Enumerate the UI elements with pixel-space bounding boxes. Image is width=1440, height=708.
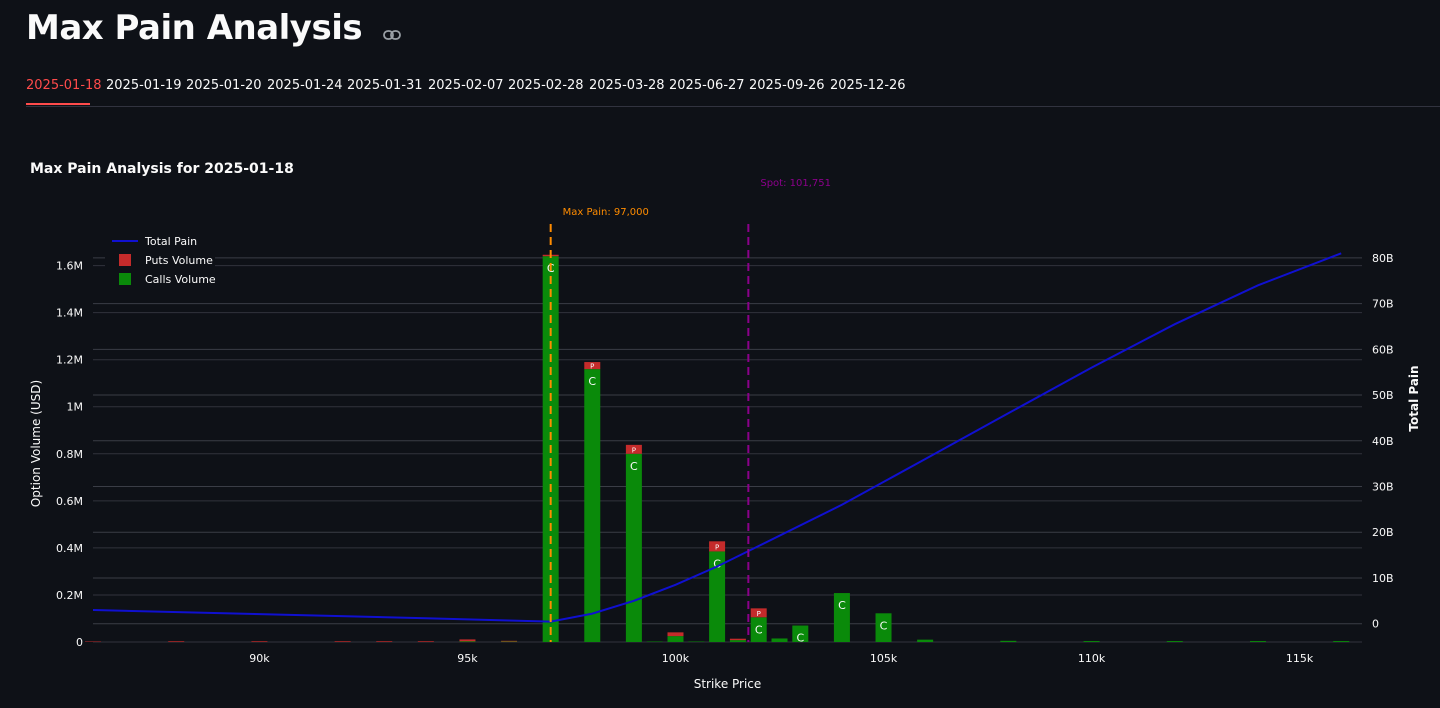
y2-tick-label: 10B [1372,572,1394,585]
puts-bar [168,641,184,642]
tab-2025-02-07[interactable]: 2025-02-07 [428,78,504,93]
x-tick-label: 105k [870,652,898,665]
puts-bar [730,639,746,640]
tab-2025-01-18[interactable]: 2025-01-18 [26,78,102,93]
tab-bar: 2025-01-18 2025-01-19 2025-01-20 2025-01… [26,70,1440,107]
max-pain-chart: Max Pain Analysis for 2025-01-18 0 10B 20B 3… [0,140,1440,703]
y-tick-label: 1.2M [56,354,83,367]
x-tick-label: 95k [457,652,478,665]
calls-bar [730,640,746,642]
puts-bar-label: P [590,363,594,371]
puts-bar-label: P [757,610,761,618]
calls-bar [917,640,933,642]
calls-bar-label: C [630,460,638,473]
y2-tick-label: 30B [1372,481,1394,494]
puts-bar [667,632,683,636]
puts-bar [376,641,392,642]
y-tick-label: 1.4M [56,307,83,320]
puts-bar [251,641,267,642]
y2-tick-label: 20B [1372,526,1394,539]
y2-tick-label: 0 [1372,618,1379,631]
calls-bar [1167,641,1183,642]
y-axis-label: Option Volume (USD) [29,380,43,507]
x-axis-label: Strike Price [694,677,762,691]
x-tick-label: 90k [249,652,270,665]
link-icon[interactable] [383,10,401,50]
calls-bar [626,454,642,642]
calls-bar-label: C [796,632,804,645]
chart-svg: Max Pain Analysis for 2025-01-18 0 10B 20B 3… [0,140,1440,703]
page-title: Max Pain Analysis [26,8,401,50]
calls-bar-label: C [588,375,596,388]
spot-label: Spot: 101,751 [760,178,831,189]
y2-tick-label: 80B [1372,252,1394,265]
calls-bar-label: C [755,623,763,636]
y-tick-label: 0.8M [56,448,83,461]
puts-bar-label: P [715,543,719,551]
chart-title: Max Pain Analysis for 2025-01-18 [30,161,294,177]
y-tick-label: 1.6M [56,260,83,273]
tab-2025-02-28[interactable]: 2025-02-28 [508,78,584,93]
y2-axis-label: Total Pain [1407,365,1421,431]
calls-bar [772,638,788,642]
puts-bar [418,641,434,642]
y-tick-label: 0.6M [56,495,83,508]
x-tick-label: 100k [662,652,690,665]
calls-bar [584,369,600,642]
calls-bar [1084,641,1100,642]
puts-bar [501,641,517,642]
y-tick-label: 0 [76,636,83,649]
legend-calls-swatch [119,273,131,285]
puts-bar [459,639,475,641]
legend-calls-label: Calls Volume [145,273,216,286]
tab-2025-01-20[interactable]: 2025-01-20 [186,78,262,93]
x-tick-label: 110k [1078,652,1106,665]
puts-bar-label: P [632,446,636,454]
legend-total-pain-label: Total Pain [144,235,197,248]
y-tick-label: 1M [67,401,84,414]
tab-2025-01-24[interactable]: 2025-01-24 [267,78,343,93]
x-tick-label: 115k [1286,652,1314,665]
calls-bar [1000,641,1016,642]
y2-tick-label: 40B [1372,435,1394,448]
puts-bar [335,641,351,642]
tab-2025-12-26[interactable]: 2025-12-26 [830,78,906,93]
active-tab-indicator [26,103,90,105]
y2-tick-label: 50B [1372,389,1394,402]
calls-bar [667,636,683,642]
y2-tick-label: 60B [1372,343,1394,356]
tab-2025-09-26[interactable]: 2025-09-26 [749,78,825,93]
legend-puts-label: Puts Volume [145,254,213,267]
y-tick-label: 0.2M [56,589,83,602]
calls-bar [459,641,475,642]
calls-bar [1333,641,1349,642]
y2-tick-label: 70B [1372,298,1394,311]
max-pain-label: Max Pain: 97,000 [563,207,649,218]
y-tick-label: 0.4M [56,542,83,555]
tab-2025-03-28[interactable]: 2025-03-28 [589,78,665,93]
tab-2025-01-31[interactable]: 2025-01-31 [347,78,423,93]
page-title-text: Max Pain Analysis [26,8,362,48]
calls-bar-label: C [880,619,888,632]
tab-2025-06-27[interactable]: 2025-06-27 [669,78,745,93]
tab-2025-01-19[interactable]: 2025-01-19 [106,78,182,93]
calls-bar [1250,641,1266,642]
total-pain-line [93,253,1341,621]
legend-puts-swatch [119,254,131,266]
calls-bar-label: C [838,599,846,612]
